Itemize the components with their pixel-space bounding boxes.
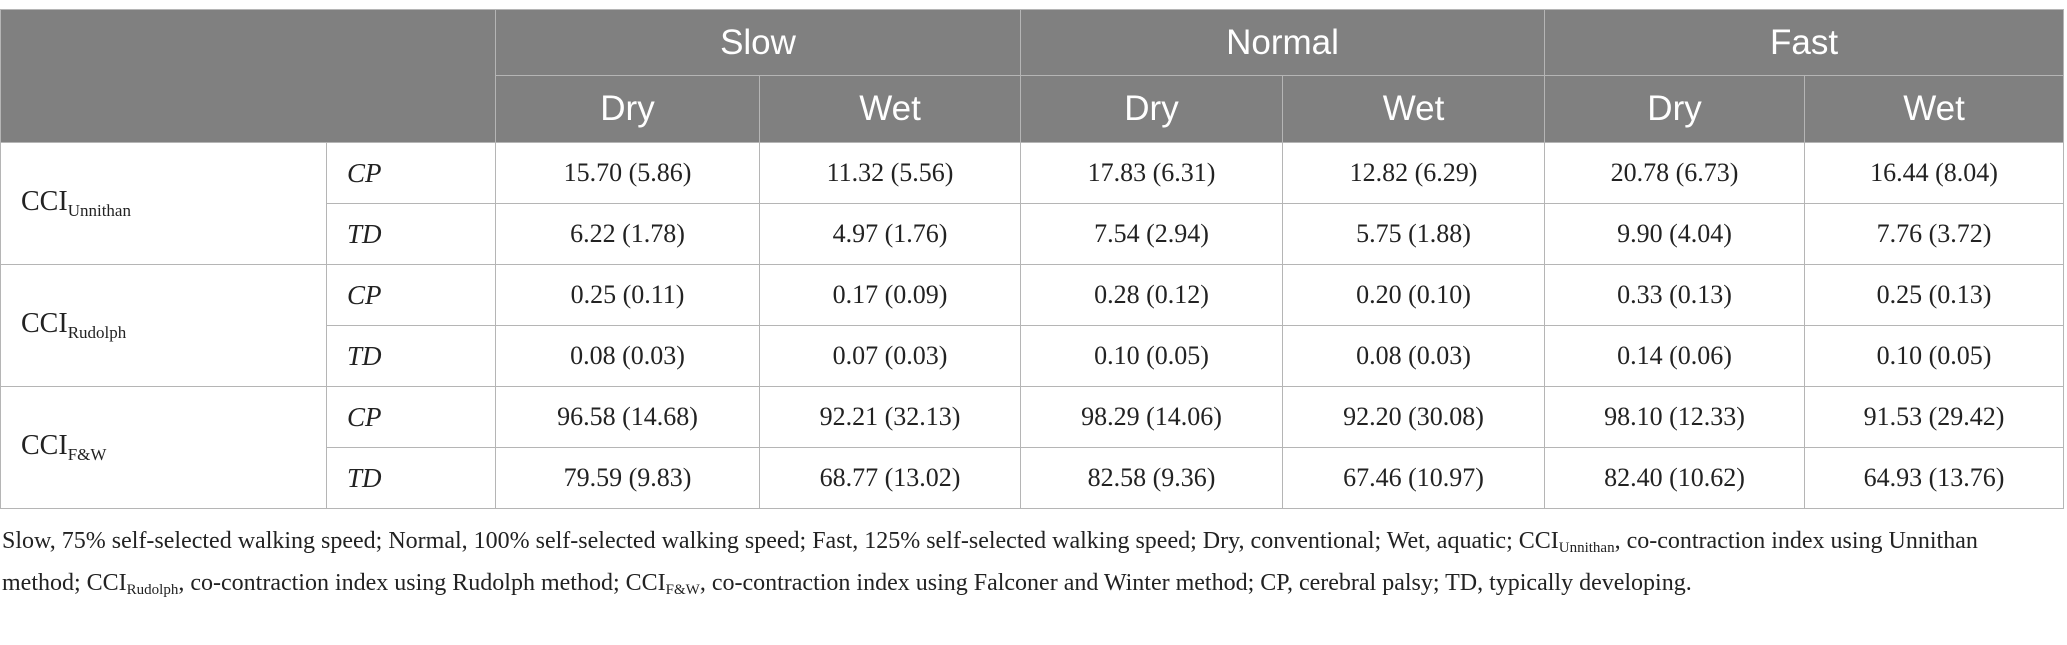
header-condition: Wet (1281, 75, 1546, 143)
group-label: TD (326, 203, 496, 265)
header-condition: Wet (759, 75, 1021, 143)
value-cell: 68.77 (13.02) (759, 447, 1021, 509)
value-cell: 98.29 (14.06) (1020, 386, 1283, 448)
value-cell: 98.10 (12.33) (1544, 386, 1806, 448)
value-cell: 79.59 (9.83) (495, 447, 760, 509)
value-cell: 91.53 (29.42) (1804, 386, 2065, 448)
table-row: CCIRudolph CP 0.25 (0.11) 0.17 (0.09) 0.… (0, 264, 2065, 387)
value-cell: 7.54 (2.94) (1020, 203, 1283, 265)
value-cell: 0.17 (0.09) (759, 264, 1021, 326)
value-cell: 0.25 (0.11) (495, 264, 760, 326)
table-row: TD 79.59 (9.83) 68.77 (13.02) 82.58 (9.3… (1, 447, 2065, 509)
value-cell: 64.93 (13.76) (1804, 447, 2065, 509)
value-cell: 0.14 (0.06) (1544, 325, 1806, 387)
table-row: CCIUnnithan CP 15.70 (5.86) 11.32 (5.56)… (0, 142, 2065, 265)
group-label: TD (326, 325, 496, 387)
header-speed-slow: Slow (495, 9, 1021, 76)
header-condition: Wet (1804, 75, 2065, 143)
table-footnote: Slow, 75% self-selected walking speed; N… (2, 528, 1978, 598)
value-cell: 0.28 (0.12) (1020, 264, 1283, 326)
header-speed-fast: Fast (1544, 9, 2065, 76)
value-cell: 92.21 (32.13) (759, 386, 1021, 448)
value-cell: 16.44 (8.04) (1804, 142, 2065, 204)
group-label: CP (326, 264, 496, 326)
header-condition: Dry (495, 75, 760, 143)
results-table: Slow Normal Fast Dry Wet Dry Wet Dry Wet… (0, 9, 2065, 509)
value-cell: 5.75 (1.88) (1281, 203, 1546, 265)
value-cell: 0.08 (0.03) (495, 325, 760, 387)
group-label: TD (326, 447, 496, 509)
value-cell: 9.90 (4.04) (1544, 203, 1806, 265)
value-cell: 0.25 (0.13) (1804, 264, 2065, 326)
value-cell: 0.10 (0.05) (1804, 325, 2065, 387)
value-cell: 7.76 (3.72) (1804, 203, 2065, 265)
table-row: CCIF&W CP 96.58 (14.68) 92.21 (32.13) 98… (0, 386, 2065, 509)
header-speed-normal: Normal (1019, 9, 1546, 76)
value-cell: 0.07 (0.03) (759, 325, 1021, 387)
value-cell: 92.20 (30.08) (1281, 386, 1546, 448)
value-cell: 15.70 (5.86) (495, 142, 760, 204)
table-header: Slow Normal Fast Dry Wet Dry Wet Dry Wet (0, 9, 2065, 143)
value-cell: 82.40 (10.62) (1544, 447, 1806, 509)
group-label: CP (326, 386, 496, 448)
value-cell: 0.20 (0.10) (1281, 264, 1546, 326)
value-cell: 11.32 (5.56) (759, 142, 1021, 204)
value-cell: 17.83 (6.31) (1020, 142, 1283, 204)
value-cell: 0.33 (0.13) (1544, 264, 1806, 326)
header-condition: Dry (1544, 75, 1806, 143)
measure-label-rudolph: CCIRudolph (0, 264, 327, 387)
value-cell: 82.58 (9.36) (1020, 447, 1283, 509)
value-cell: 12.82 (6.29) (1281, 142, 1546, 204)
table-body: CCIUnnithan CP 15.70 (5.86) 11.32 (5.56)… (0, 142, 2065, 509)
table-row: TD 0.08 (0.03) 0.07 (0.03) 0.10 (0.05) 0… (1, 325, 2065, 387)
measure-label-fw: CCIF&W (0, 386, 327, 509)
value-cell: 96.58 (14.68) (495, 386, 760, 448)
header-corner-cell (0, 9, 496, 143)
value-cell: 0.08 (0.03) (1281, 325, 1546, 387)
value-cell: 20.78 (6.73) (1544, 142, 1806, 204)
value-cell: 4.97 (1.76) (759, 203, 1021, 265)
measure-label-unnithan: CCIUnnithan (0, 142, 327, 265)
group-label: CP (326, 142, 496, 204)
header-condition: Dry (1020, 75, 1283, 143)
value-cell: 67.46 (10.97) (1281, 447, 1546, 509)
value-cell: 0.10 (0.05) (1020, 325, 1283, 387)
value-cell: 6.22 (1.78) (495, 203, 760, 265)
